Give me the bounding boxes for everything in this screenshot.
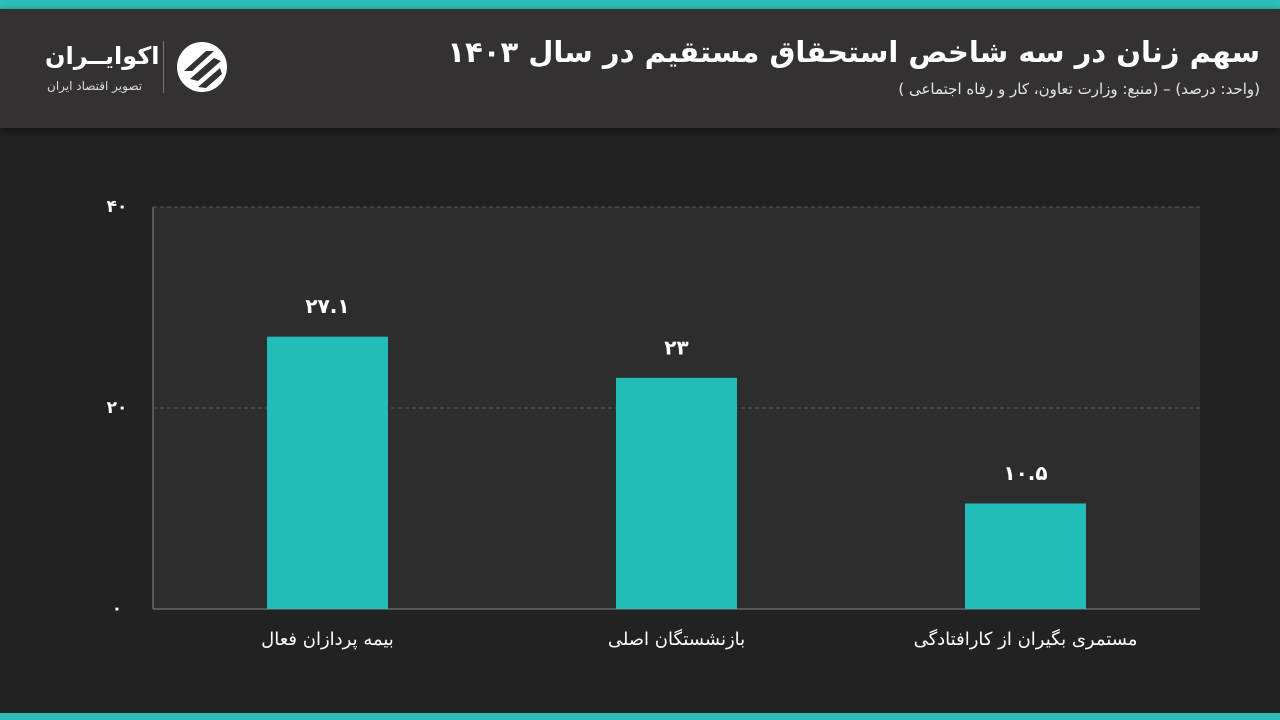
x-tick-label: بازنشستگان اصلی	[608, 628, 745, 650]
bottom-strip	[0, 713, 1280, 720]
y-tick-label: ۲۰	[107, 398, 128, 418]
brand-separator	[163, 41, 164, 93]
bar	[267, 336, 388, 609]
y-tick-label: ۰	[112, 599, 122, 619]
chart-title: سهم زنان در سه شاخص استحقاق مستقیم در سا…	[447, 35, 1260, 69]
top-strip	[0, 0, 1280, 9]
value-label: ۲۳	[664, 335, 688, 359]
value-label: ۲۷.۱	[305, 294, 349, 318]
x-tick-label: مستمری بگیران از کارافتادگی	[914, 628, 1138, 650]
brand-tagline: تصویر اقتصاد ایران	[47, 79, 143, 93]
chart-subtitle: (واحد: درصد) – (منبع: وزارت تعاون، کار و…	[898, 80, 1260, 98]
brand-name: اکوایــران	[45, 42, 160, 70]
header: اکوایــران تصویر اقتصاد ایران سهم زنان د…	[0, 9, 1280, 128]
brand-logo	[177, 42, 227, 92]
x-tick-label: بیمه پردازان فعال	[261, 629, 394, 650]
bar	[616, 377, 737, 609]
bar	[965, 503, 1086, 609]
y-tick-label: ۴۰	[107, 197, 128, 217]
value-label: ۱۰.۵	[1003, 461, 1047, 485]
